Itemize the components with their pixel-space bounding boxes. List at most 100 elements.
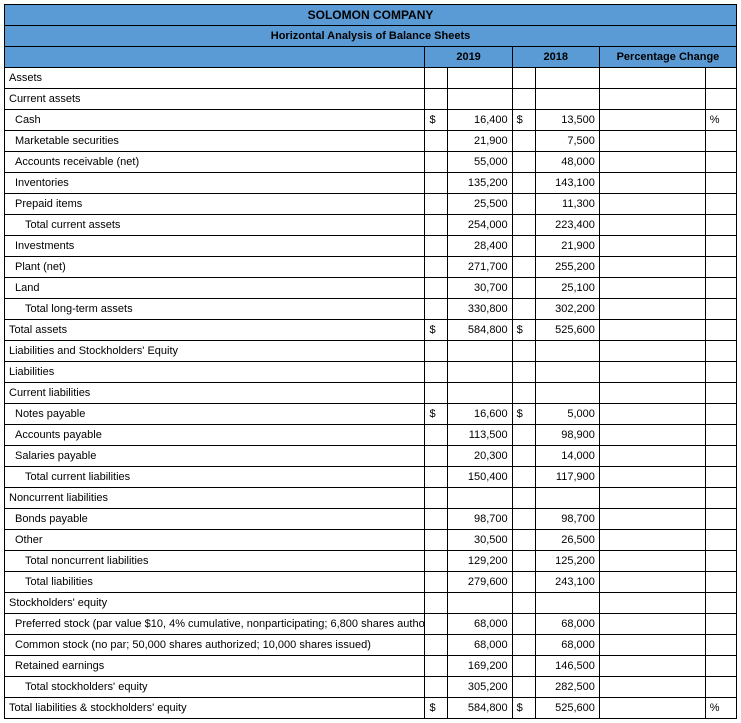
table-row: Notes payable$16,600$5,000: [5, 404, 737, 425]
percentage-change[interactable]: [599, 677, 705, 698]
percentage-change[interactable]: [599, 152, 705, 173]
table-row: Prepaid items25,50011,300: [5, 194, 737, 215]
value-2018: [535, 341, 599, 362]
percentage-change[interactable]: [599, 593, 705, 614]
row-label: Liabilities: [5, 362, 425, 383]
value-2019: [448, 488, 512, 509]
value-2019: [448, 593, 512, 614]
row-label: Total stockholders' equity: [5, 677, 425, 698]
percentage-change[interactable]: [599, 572, 705, 593]
table-row: Total noncurrent liabilities129,200125,2…: [5, 551, 737, 572]
percentage-change[interactable]: [599, 278, 705, 299]
percentage-change[interactable]: [599, 89, 705, 110]
currency-symbol: [512, 215, 535, 236]
percentage-change[interactable]: [599, 614, 705, 635]
currency-symbol: [512, 131, 535, 152]
value-2018: [535, 488, 599, 509]
row-label: Liabilities and Stockholders' Equity: [5, 341, 425, 362]
table-row: Plant (net)271,700255,200: [5, 257, 737, 278]
percentage-change[interactable]: [599, 530, 705, 551]
currency-symbol: [512, 635, 535, 656]
percentage-change[interactable]: [599, 299, 705, 320]
percent-symbol: [705, 446, 736, 467]
table-row: Noncurrent liabilities: [5, 488, 737, 509]
table-row: Total current liabilities150,400117,900: [5, 467, 737, 488]
row-label: Total current liabilities: [5, 467, 425, 488]
value-2018: 125,200: [535, 551, 599, 572]
value-2018: 68,000: [535, 635, 599, 656]
row-label: Accounts receivable (net): [5, 152, 425, 173]
percentage-change[interactable]: [599, 446, 705, 467]
percentage-change[interactable]: [599, 110, 705, 131]
percent-symbol: [705, 68, 736, 89]
percentage-change[interactable]: [599, 320, 705, 341]
percent-symbol: [705, 677, 736, 698]
row-label: Current liabilities: [5, 383, 425, 404]
table-row: Total current assets254,000223,400: [5, 215, 737, 236]
percentage-change[interactable]: [599, 131, 705, 152]
value-2019: [448, 341, 512, 362]
percentage-change[interactable]: [599, 488, 705, 509]
table-row: Other30,50026,500: [5, 530, 737, 551]
currency-symbol: [425, 194, 448, 215]
value-2018: 525,600: [535, 698, 599, 719]
percentage-change[interactable]: [599, 215, 705, 236]
currency-symbol: [425, 278, 448, 299]
percent-symbol: [705, 299, 736, 320]
currency-symbol: [425, 635, 448, 656]
currency-symbol: [512, 194, 535, 215]
value-2019: 21,900: [448, 131, 512, 152]
report-title: Horizontal Analysis of Balance Sheets: [5, 26, 737, 47]
table-row: Total liabilities279,600243,100: [5, 572, 737, 593]
percentage-change[interactable]: [599, 404, 705, 425]
percentage-change[interactable]: [599, 425, 705, 446]
percent-symbol: [705, 614, 736, 635]
table-row: Land30,70025,100: [5, 278, 737, 299]
percentage-change[interactable]: [599, 236, 705, 257]
percentage-change[interactable]: [599, 68, 705, 89]
table-row: Assets: [5, 68, 737, 89]
value-2019: 98,700: [448, 509, 512, 530]
percentage-change[interactable]: [599, 656, 705, 677]
currency-symbol: [425, 425, 448, 446]
value-2019: 129,200: [448, 551, 512, 572]
percent-symbol: [705, 131, 736, 152]
currency-symbol: [512, 446, 535, 467]
percentage-change[interactable]: [599, 173, 705, 194]
percentage-change[interactable]: [599, 551, 705, 572]
value-2018: 243,100: [535, 572, 599, 593]
header-pct: Percentage Change: [599, 47, 736, 68]
currency-symbol: [425, 215, 448, 236]
percentage-change[interactable]: [599, 362, 705, 383]
percentage-change[interactable]: [599, 635, 705, 656]
table-row: Inventories135,200143,100: [5, 173, 737, 194]
percentage-change[interactable]: [599, 698, 705, 719]
currency-symbol: [512, 383, 535, 404]
value-2018: 13,500: [535, 110, 599, 131]
percentage-change[interactable]: [599, 194, 705, 215]
percent-symbol: [705, 635, 736, 656]
currency-symbol: [425, 656, 448, 677]
currency-symbol: [425, 89, 448, 110]
value-2018: 14,000: [535, 446, 599, 467]
currency-symbol: $: [512, 110, 535, 131]
value-2018: 146,500: [535, 656, 599, 677]
percentage-change[interactable]: [599, 509, 705, 530]
currency-symbol: [512, 362, 535, 383]
percentage-change[interactable]: [599, 341, 705, 362]
value-2018: 117,900: [535, 467, 599, 488]
currency-symbol: [512, 299, 535, 320]
percentage-change[interactable]: [599, 383, 705, 404]
percent-symbol: [705, 509, 736, 530]
percentage-change[interactable]: [599, 467, 705, 488]
currency-symbol: [512, 488, 535, 509]
row-label: Current assets: [5, 89, 425, 110]
percent-symbol: [705, 656, 736, 677]
value-2018: 98,900: [535, 425, 599, 446]
percentage-change[interactable]: [599, 257, 705, 278]
row-label: Total long-term assets: [5, 299, 425, 320]
report-title-row: Horizontal Analysis of Balance Sheets: [5, 26, 737, 47]
value-2019: 28,400: [448, 236, 512, 257]
percent-symbol: [705, 572, 736, 593]
table-row: Accounts payable113,50098,900: [5, 425, 737, 446]
